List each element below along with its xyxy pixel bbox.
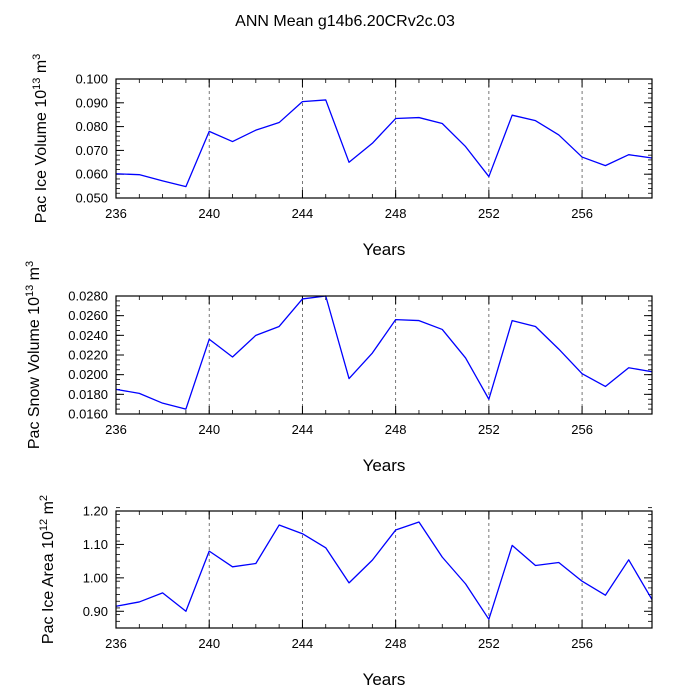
panel-2: 236 240 244 248 252 256 0.0160 0.0180 0.0200 0.02…	[24, 261, 653, 475]
x-tick-label: 244	[292, 636, 314, 651]
y-axis-label-part: Pac Snow Volume 10	[26, 297, 43, 449]
series-line	[115, 295, 653, 410]
y-axis-label: Pac Ice Volume 1013 m3	[31, 54, 50, 224]
x-axis-label: Years	[363, 240, 406, 259]
plot-frame	[115, 510, 653, 629]
y-tick-label: 0.090	[75, 95, 108, 110]
y-tick-label: 1.20	[83, 504, 108, 519]
y-tick-label: 0.0200	[68, 367, 108, 382]
x-tick-label: 244	[292, 206, 314, 221]
y-axis-label: Pac Ice Area 1012 m2	[38, 495, 57, 644]
y-tick-label: 0.0180	[68, 387, 108, 402]
x-tick-label: 256	[571, 206, 593, 221]
y-tick-label: 0.070	[75, 143, 108, 158]
x-tick-label: 256	[571, 636, 593, 651]
y-axis-label-part: 3	[31, 54, 43, 60]
y-tick-label: 0.050	[75, 191, 108, 206]
y-axis-label-part: 12	[38, 519, 50, 531]
x-tick-label: 236	[105, 636, 127, 651]
x-tick-label: 248	[385, 636, 407, 651]
plot-frame	[115, 295, 653, 415]
y-axis-label-part: 3	[24, 261, 36, 267]
y-tick-label: 0.90	[83, 604, 108, 619]
y-axis-label-part: 13	[24, 285, 36, 297]
y-axis-label-part: m	[33, 60, 50, 78]
x-axis-label: Years	[363, 670, 406, 689]
y-tick-label: 0.0260	[68, 308, 108, 323]
figure-title: ANN Mean g14b6.20CRv2c.03	[235, 13, 455, 30]
x-tick-label: 236	[105, 206, 127, 221]
x-tick-label: 256	[571, 422, 593, 437]
panel-1: 236 240 244 248 252 256 0.050 0.060 0.070 0.080 0.…	[31, 54, 653, 259]
x-tick-label: 252	[478, 636, 500, 651]
y-tick-label: 0.0240	[68, 328, 108, 343]
x-tick-label: 252	[478, 422, 500, 437]
series-line	[115, 521, 653, 620]
y-tick-label: 0.0280	[68, 289, 108, 304]
plot-frame	[115, 78, 653, 199]
y-tick-label: 1.00	[83, 570, 108, 585]
y-tick-label: 0.100	[75, 72, 108, 87]
panel-3: 236 240 244 248 252 256 0.90 1.00 1.10 1.20 Years P…	[38, 495, 653, 689]
y-axis-label: Pac Snow Volume 1013 m3	[24, 261, 43, 449]
x-tick-label: 240	[198, 422, 220, 437]
y-tick-label: 0.080	[75, 119, 108, 134]
y-tick-label: 0.060	[75, 167, 108, 182]
x-tick-label: 252	[478, 206, 500, 221]
x-tick-label: 240	[198, 636, 220, 651]
x-tick-label: 240	[198, 206, 220, 221]
series-line	[115, 99, 653, 188]
x-tick-label: 236	[105, 422, 127, 437]
x-tick-label: 248	[385, 422, 407, 437]
y-axis-label-part: m	[40, 501, 57, 519]
y-axis-label-part: 2	[38, 495, 50, 501]
y-axis-label-part: 13	[31, 78, 43, 90]
y-axis-label-part: m	[26, 267, 43, 285]
x-tick-label: 244	[292, 422, 314, 437]
y-tick-label: 0.0220	[68, 348, 108, 363]
x-tick-label: 248	[385, 206, 407, 221]
y-tick-label: 1.10	[83, 537, 108, 552]
y-tick-label: 0.0160	[68, 407, 108, 422]
x-axis-label: Years	[363, 456, 406, 475]
y-axis-label-part: Pac Ice Area 10	[40, 531, 57, 644]
y-axis-label-part: Pac Ice Volume 10	[33, 90, 50, 224]
